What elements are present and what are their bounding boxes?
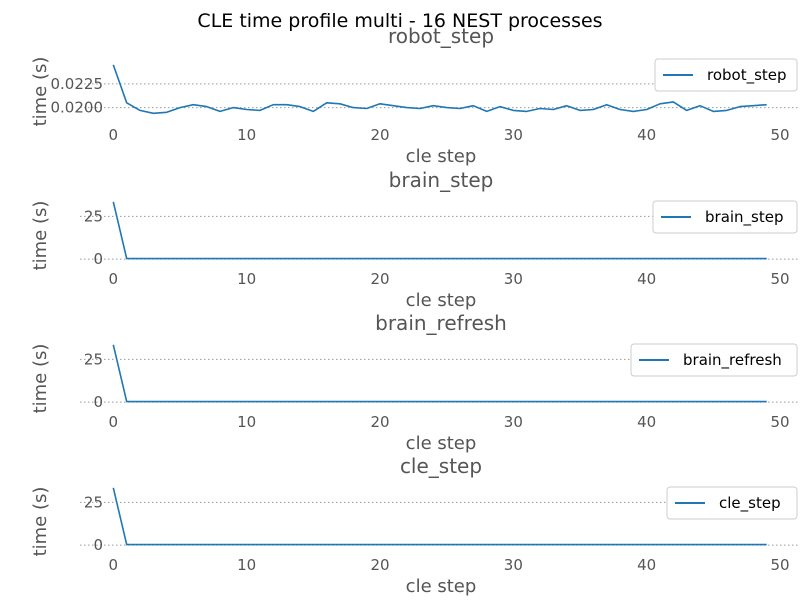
y-tick-label: 25 [84, 350, 103, 368]
y-tick-label: 25 [84, 207, 103, 225]
series-line-brain_refresh [112, 344, 767, 403]
x-tick-label: 20 [370, 126, 389, 144]
x-tick-label: 0 [109, 270, 119, 288]
x-tick-label: 30 [504, 413, 523, 431]
x-tick-label: 20 [370, 556, 389, 574]
x-tick-label: 10 [237, 126, 256, 144]
chart-panel-cle_step: cle_step 0 25 0 10 20 30 40 50 cle step time (s) cl… [30, 454, 800, 597]
chart-panel-brain_step: brain_step 0 25 0 10 20 30 40 50 cle step time (s)… [30, 168, 800, 311]
y-axis-label: time (s) [30, 201, 51, 271]
x-tick-label: 50 [770, 270, 789, 288]
x-tick-label: 10 [237, 556, 256, 574]
x-tick-label: 50 [770, 126, 789, 144]
legend-box [654, 58, 798, 92]
x-tick-label: 10 [237, 413, 256, 431]
x-tick-label: 20 [370, 413, 389, 431]
x-axis-label: cle step [406, 146, 477, 167]
y-tick-label: 0 [93, 536, 103, 554]
x-tick-label: 10 [237, 270, 256, 288]
legend-box [666, 486, 798, 520]
legend-box [652, 200, 798, 234]
y-tick-label: 25 [84, 493, 103, 511]
x-tick-label: 40 [637, 270, 656, 288]
y-tick-label: 0 [93, 393, 103, 411]
y-axis-label: time (s) [30, 57, 51, 127]
x-axis-label: cle step [406, 433, 477, 454]
subplot-title: brain_step [389, 168, 494, 192]
x-tick-label: 50 [770, 556, 789, 574]
y-tick-label: 0.0225 [51, 75, 104, 93]
legend: cle_step [666, 486, 798, 520]
y-axis-label: time (s) [30, 344, 51, 414]
y-tick-label: 0 [93, 250, 103, 268]
chart-panel-robot_step: robot_step 0.0200 0.0225 0 10 20 30 40 50 cle ste… [30, 24, 800, 167]
x-tick-label: 40 [637, 126, 656, 144]
legend-label: brain_step [705, 208, 784, 227]
x-tick-label: 30 [504, 126, 523, 144]
legend-box [630, 343, 798, 377]
x-tick-label: 50 [770, 413, 789, 431]
legend-label: brain_refresh [683, 351, 782, 370]
x-axis-label: cle step [406, 290, 477, 311]
subplot-title: cle_step [400, 454, 482, 478]
legend: brain_refresh [630, 343, 798, 377]
legend-label: robot_step [707, 66, 787, 85]
chart-panel-brain_refresh: brain_refresh 0 25 0 10 20 30 40 50 cle step time … [30, 311, 800, 454]
x-tick-label: 0 [109, 413, 119, 431]
x-axis-label: cle step [406, 576, 477, 597]
x-tick-label: 40 [637, 413, 656, 431]
series-line-brain_step [112, 201, 767, 260]
x-tick-label: 0 [109, 556, 119, 574]
series-line-robot_step [112, 64, 767, 115]
x-tick-label: 30 [504, 556, 523, 574]
x-tick-label: 0 [109, 126, 119, 144]
subplot-title: brain_refresh [375, 311, 507, 335]
series-line-cle_step [112, 487, 767, 546]
subplot-title: robot_step [388, 24, 494, 48]
x-tick-label: 30 [504, 270, 523, 288]
figure-suptitle: CLE time profile multi - 16 NEST process… [197, 10, 602, 32]
legend: robot_step [654, 58, 798, 92]
legend-label: cle_step [719, 494, 781, 513]
y-axis-label: time (s) [30, 487, 51, 557]
legend: brain_step [652, 200, 798, 234]
y-tick-label: 0.0200 [51, 99, 104, 117]
x-tick-label: 40 [637, 556, 656, 574]
x-tick-label: 20 [370, 270, 389, 288]
